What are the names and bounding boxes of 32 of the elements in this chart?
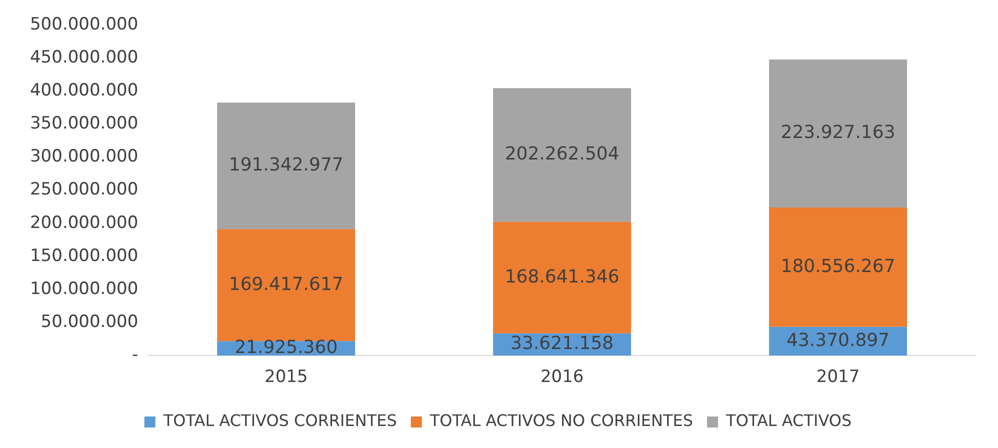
legend-label: TOTAL ACTIVOS NO CORRIENTES bbox=[428, 411, 694, 430]
bar bbox=[217, 102, 356, 230]
data-label: 180.556.267 bbox=[780, 256, 896, 277]
y-tick-label: 500.000.000 bbox=[30, 14, 138, 34]
data-label: 169.417.617 bbox=[228, 274, 344, 295]
x-tick-label: 2016 bbox=[540, 367, 584, 388]
legend-label: TOTAL ACTIVOS CORRIENTES bbox=[162, 411, 397, 430]
data-label: 191.342.977 bbox=[228, 154, 344, 176]
y-tick-label: 350.000.000 bbox=[30, 114, 138, 134]
x-tick-label: 2015 bbox=[264, 367, 308, 388]
legend-label: TOTAL ACTIVOS bbox=[725, 411, 852, 430]
bar bbox=[493, 88, 632, 222]
y-tick-label: 450.000.000 bbox=[30, 47, 138, 68]
data-label: 21.925.360 bbox=[234, 337, 338, 358]
bar bbox=[769, 208, 908, 327]
y-tick-label: 150.000.000 bbox=[30, 246, 138, 266]
y-tick-label: 100.000.000 bbox=[30, 278, 138, 299]
y-tick-label: 300.000.000 bbox=[30, 146, 138, 167]
data-label: 43.370.897 bbox=[786, 330, 890, 351]
data-label: 168.641.346 bbox=[504, 266, 620, 288]
x-tick-label: 2017 bbox=[816, 367, 860, 388]
y-tick-label: 250.000.000 bbox=[30, 180, 138, 200]
y-tick-label: 50.000.000 bbox=[40, 312, 138, 332]
y-tick-label: 400.000.000 bbox=[30, 80, 138, 101]
y-tick-label: 200.000.000 bbox=[30, 212, 138, 233]
bar bbox=[493, 222, 632, 334]
y-tick-label: - bbox=[132, 345, 138, 366]
bar bbox=[217, 229, 356, 342]
data-label: 202.262.504 bbox=[504, 144, 620, 165]
data-label: 223.927.163 bbox=[780, 122, 896, 144]
data-label: 33.621.158 bbox=[510, 333, 614, 354]
bar bbox=[769, 59, 908, 208]
